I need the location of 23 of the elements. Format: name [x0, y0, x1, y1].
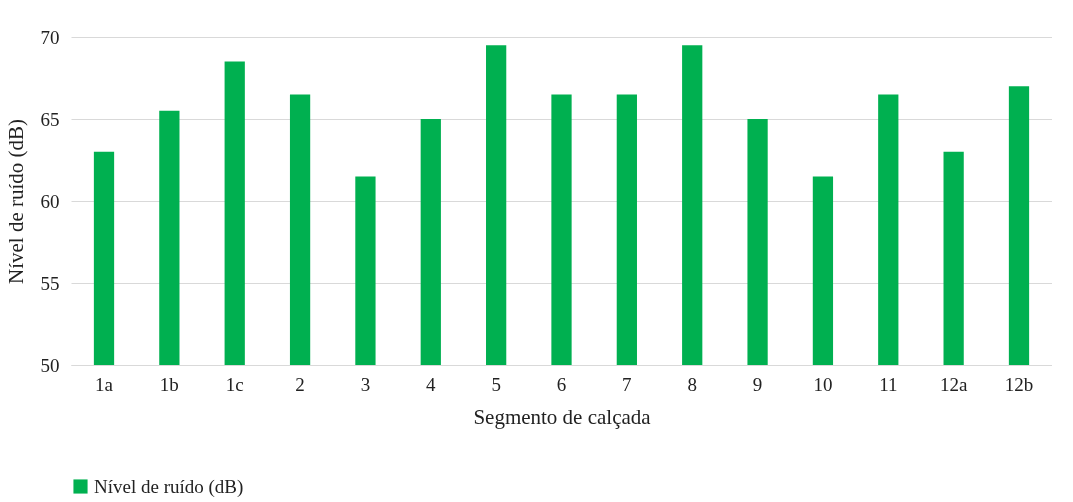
x-tick-label: 8: [687, 373, 697, 395]
x-axis-title: Segmento de calçada: [473, 404, 652, 429]
x-tick-label: 3: [360, 373, 371, 395]
y-tick-label: 65: [40, 108, 60, 130]
x-tick-label: 9: [752, 373, 763, 395]
y-tick-label: 60: [40, 190, 60, 212]
y-tick-label: 50: [40, 354, 60, 376]
y-tick-label: 55: [40, 272, 60, 294]
x-tick-label: 5: [491, 373, 501, 395]
x-tick-label: 1c: [225, 373, 244, 395]
x-tick-label: 1b: [159, 373, 179, 395]
x-tick-label: 2: [295, 373, 305, 395]
x-tick-label: 4: [426, 373, 437, 395]
x-tick-label: 10: [813, 373, 833, 395]
x-tick-label: 6: [556, 373, 567, 395]
x-tick-label: 12b: [1004, 373, 1034, 395]
x-tick-label: 7: [622, 373, 632, 395]
y-axis-title: Nível de ruído (dB): [3, 118, 28, 285]
x-tick-label: 12a: [939, 373, 968, 395]
y-tick-label: 70: [40, 26, 60, 48]
x-tick-label: 1a: [95, 373, 114, 395]
x-tick-label: 11: [879, 373, 898, 395]
legend-label: Nível de ruído (dB): [94, 475, 244, 498]
